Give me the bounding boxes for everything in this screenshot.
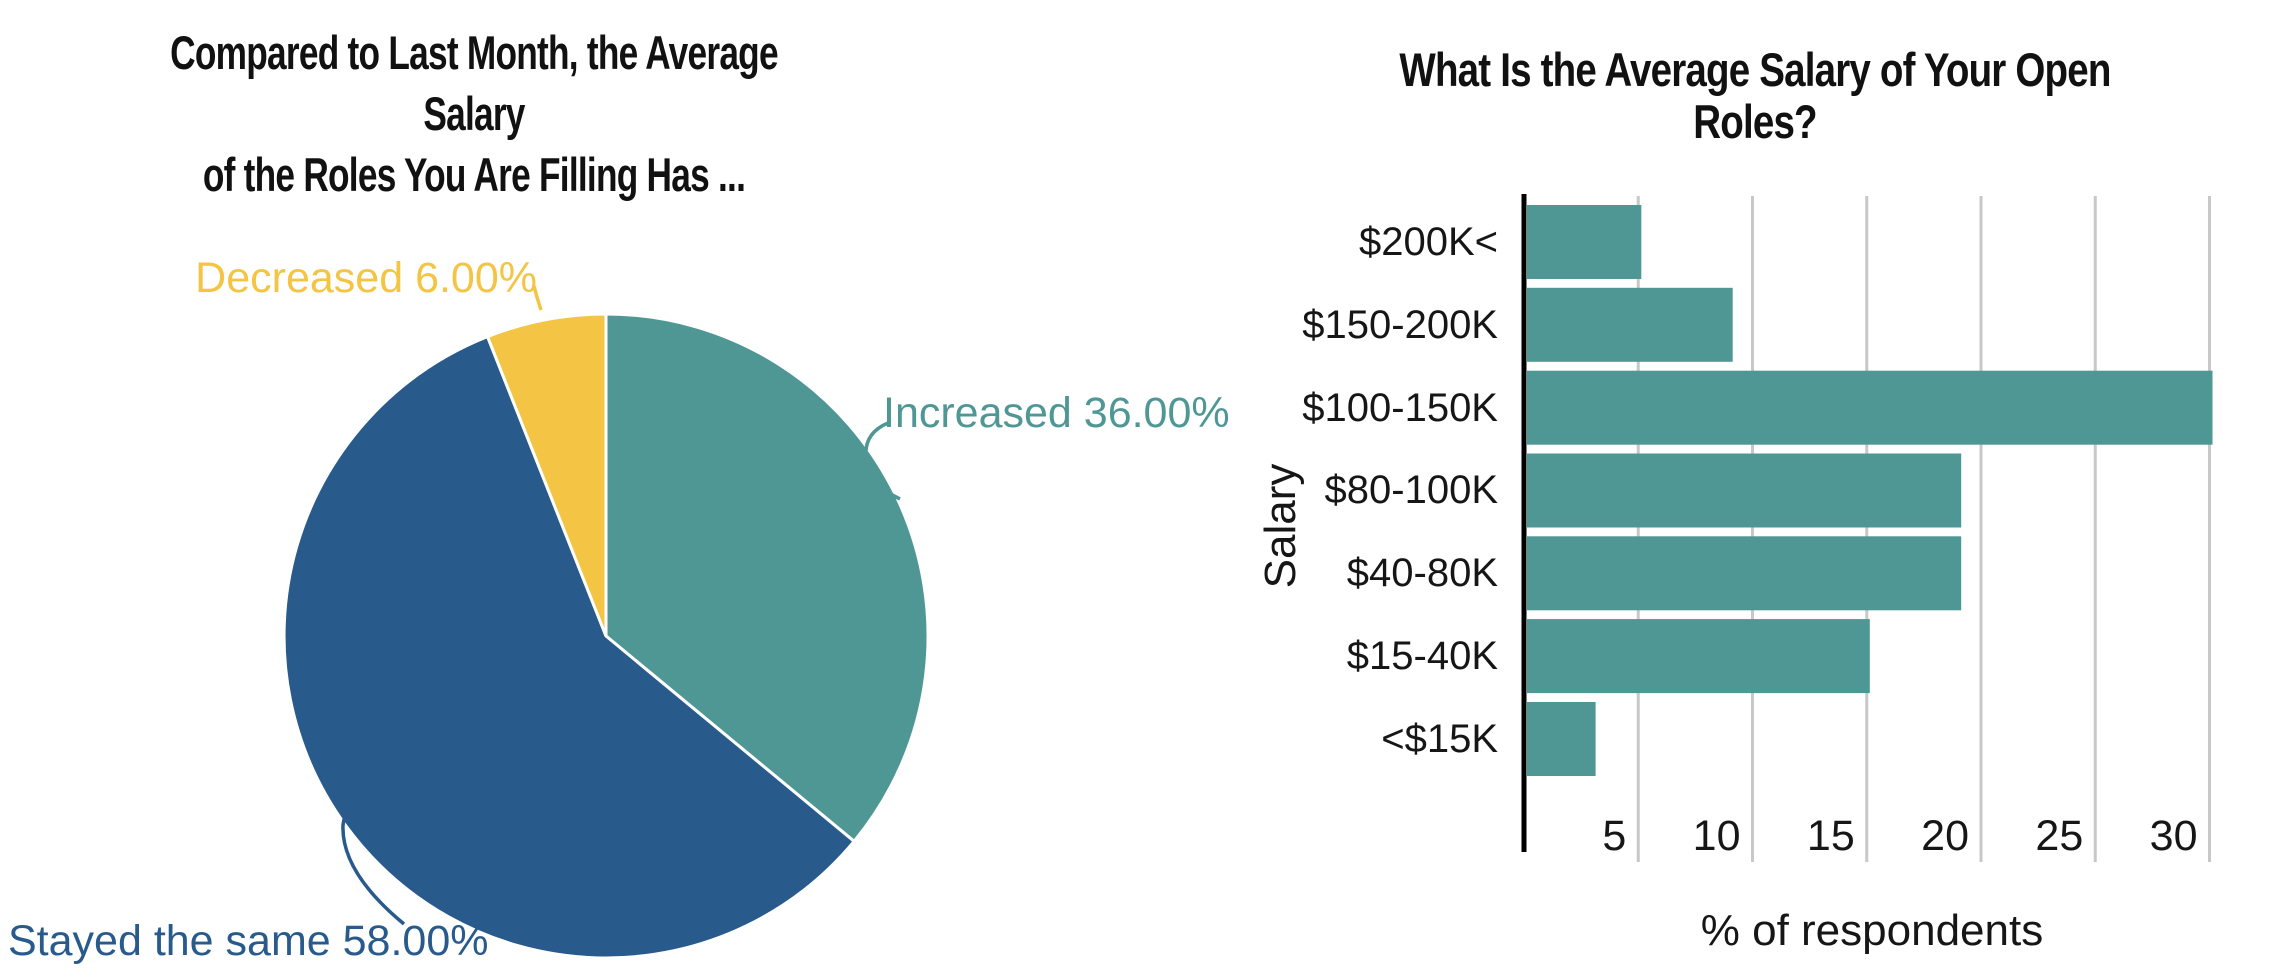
x-tick-label-25: 25 — [2035, 812, 2084, 860]
stayed-the-same-label-leader-line — [341, 791, 406, 926]
bar-$15-40K — [1527, 619, 1870, 694]
x-tick-label-5: 5 — [1602, 812, 1627, 860]
bar-$40-80K — [1527, 536, 1962, 611]
category-label-<$15K: <$15K — [1381, 717, 1498, 761]
x-tick-label-15: 15 — [1806, 812, 1855, 860]
pie-label-decreased: Decreased 6.00% — [195, 254, 537, 302]
category-label-$40-80K: $40-80K — [1346, 551, 1498, 595]
x-tick-label-20: 20 — [1921, 812, 1969, 860]
category-label-$80-100K: $80-100K — [1324, 468, 1498, 512]
bar-chart-x-axis-label: % of respondents — [1700, 906, 2044, 955]
bar-$150-200K — [1527, 287, 1733, 362]
pie-chart-title: Compared to Last Month, the Average Sala… — [119, 22, 830, 205]
bar-chart-title: What Is the Average Salary of Your Open … — [1399, 43, 2111, 148]
bar-$80-100K — [1527, 453, 1962, 528]
bar-<$15K — [1527, 702, 1596, 776]
pie-slice-decreased — [486, 312, 608, 638]
x-tick-label-30: 30 — [2149, 812, 2198, 860]
pie-label-increased: Increased 36.00% — [883, 389, 1230, 437]
category-label-$100-150K: $100-150K — [1302, 386, 1498, 430]
pie-label-stayed-the-same: Stayed the same 58.00% — [8, 917, 489, 965]
category-label-$15-40K: $15-40K — [1346, 634, 1498, 678]
category-label-$200K<: $200K< — [1358, 220, 1498, 264]
pie-chart-title-line2: of the Roles You Are Filling Has ... — [202, 148, 746, 201]
category-label-$150-200K: $150-200K — [1302, 303, 1498, 347]
bar-chart-bars — [1527, 205, 2213, 776]
pie-slice-stayed-the-same — [282, 335, 856, 960]
pie-chart-title-line1: Compared to Last Month, the Average Sala… — [170, 26, 778, 140]
pie-chart — [282, 312, 930, 960]
increased-label-leader-line — [864, 421, 901, 501]
bar-$200K< — [1527, 205, 1642, 279]
decreased-label-leader-line — [532, 285, 543, 311]
bar-$100-150K — [1527, 370, 2213, 445]
bar-chart-gridlines — [1636, 196, 2211, 862]
x-tick-label-10: 10 — [1692, 812, 1741, 860]
